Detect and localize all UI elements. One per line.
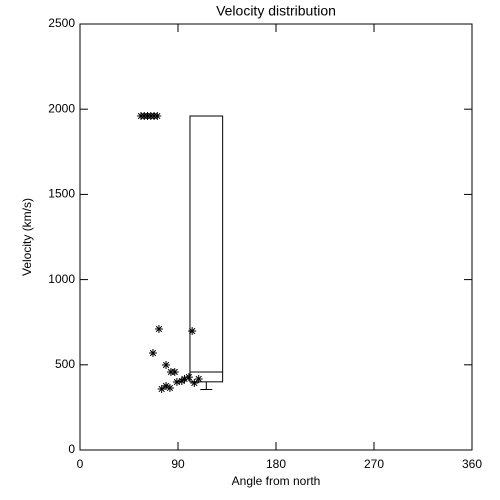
asterisk-marker bbox=[162, 360, 171, 369]
asterisk-marker bbox=[172, 378, 181, 387]
y-tick-label: 500 bbox=[55, 357, 75, 371]
y-tick-label: 1500 bbox=[48, 187, 75, 201]
asterisk-marker bbox=[184, 373, 193, 382]
asterisk-marker bbox=[188, 327, 197, 336]
asterisk-marker bbox=[148, 349, 157, 358]
asterisk-marker bbox=[154, 325, 163, 334]
x-axis-label: Angle from north bbox=[232, 474, 321, 488]
asterisk-marker bbox=[180, 374, 189, 383]
asterisk-marker bbox=[153, 112, 162, 121]
x-tick-label: 180 bbox=[266, 457, 286, 471]
asterisk-marker bbox=[162, 381, 171, 390]
y-tick-label: 1000 bbox=[48, 272, 75, 286]
asterisk-marker bbox=[194, 374, 203, 383]
x-tick-label: 360 bbox=[462, 457, 482, 471]
asterisk-marker bbox=[165, 383, 174, 392]
x-tick-label: 0 bbox=[77, 457, 84, 471]
y-tick-label: 2000 bbox=[48, 101, 75, 115]
y-tick-label: 2500 bbox=[48, 16, 75, 30]
asterisk-marker bbox=[157, 384, 166, 393]
chart-title: Velocity distribution bbox=[216, 3, 336, 19]
y-axis-label: Velocity (km/s) bbox=[20, 198, 34, 276]
x-tick-label: 90 bbox=[171, 457, 185, 471]
y-tick-label: 0 bbox=[68, 442, 75, 456]
asterisk-marker bbox=[170, 367, 179, 376]
x-tick-label: 270 bbox=[364, 457, 384, 471]
asterisk-marker bbox=[190, 379, 199, 388]
